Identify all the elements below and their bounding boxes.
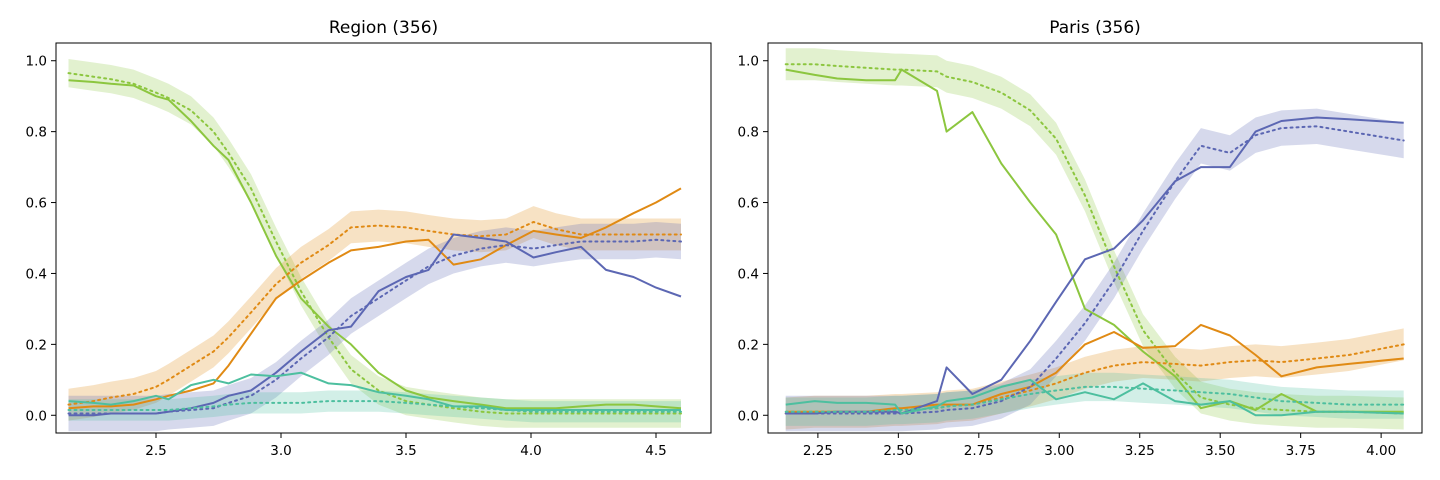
paris-panel: 2.25 2.50 2.75 3.00 3.25 3.50 3.75 4.00 0.0 0.2 0.… [738,18,1423,459]
x-tick-label: 2.5 [145,443,166,459]
y-tick-label: 0.0 [26,408,47,424]
mean-line-teal [784,385,1405,413]
y-tick-label: 1.0 [738,54,759,70]
mean-line-orange [67,221,682,406]
y-tick-label: 1.0 [26,54,47,70]
y-tick-label: 0.8 [26,125,47,141]
mean-line-blue [784,125,1405,415]
y-tick-label: 0.4 [26,266,47,282]
mean-line-green [67,72,682,415]
axes-frame [55,42,712,434]
series-line-teal [68,371,681,411]
mean-line-teal [67,400,682,413]
y-tick-label: 0.6 [26,196,47,212]
series-line-green [785,68,1404,413]
confidence-band-orange [68,206,681,421]
y-tick-label: 0.6 [738,196,759,212]
x-tick-label: 2.25 [803,443,833,459]
chart-title: Paris (356) [1049,18,1141,38]
region-panel: 2.5 3.0 3.5 4.0 4.5 0.0 0.2 0.4 0.6 0.8 1.0 Region … [26,18,712,459]
x-tick-label: 3.00 [1044,443,1074,459]
series-line-orange [68,187,682,410]
x-tick-label: 4.5 [645,443,666,459]
mean-line-blue [67,238,682,415]
y-tick-label: 0.2 [738,337,759,353]
x-tick-label: 3.5 [395,443,416,459]
x-tick-label: 3.0 [270,443,291,459]
axes-frame [767,42,1423,434]
x-tick-label: 3.50 [1205,443,1235,459]
series-line-green [68,79,682,410]
x-tick-label: 3.75 [1286,443,1316,459]
x-tick-label: 4.00 [1366,443,1396,459]
series-line-teal [785,378,1404,417]
x-tick-label: 2.50 [883,443,913,459]
confidence-band-teal [785,372,1404,426]
chart-title: Region (356) [329,18,438,38]
confidence-band-green [68,59,681,428]
series-line-blue [785,116,1404,415]
x-tick-label: 4.0 [520,443,541,459]
y-tick-label: 0.4 [738,266,759,282]
mean-line-green [784,63,1405,415]
x-tick-label: 2.75 [964,443,994,459]
confidence-band-blue [785,108,1404,432]
y-tick-label: 0.2 [26,337,47,353]
x-tick-label: 3.25 [1125,443,1155,459]
y-tick-label: 0.8 [738,125,759,141]
y-tick-label: 0.0 [738,408,759,424]
series-line-orange [785,323,1404,413]
